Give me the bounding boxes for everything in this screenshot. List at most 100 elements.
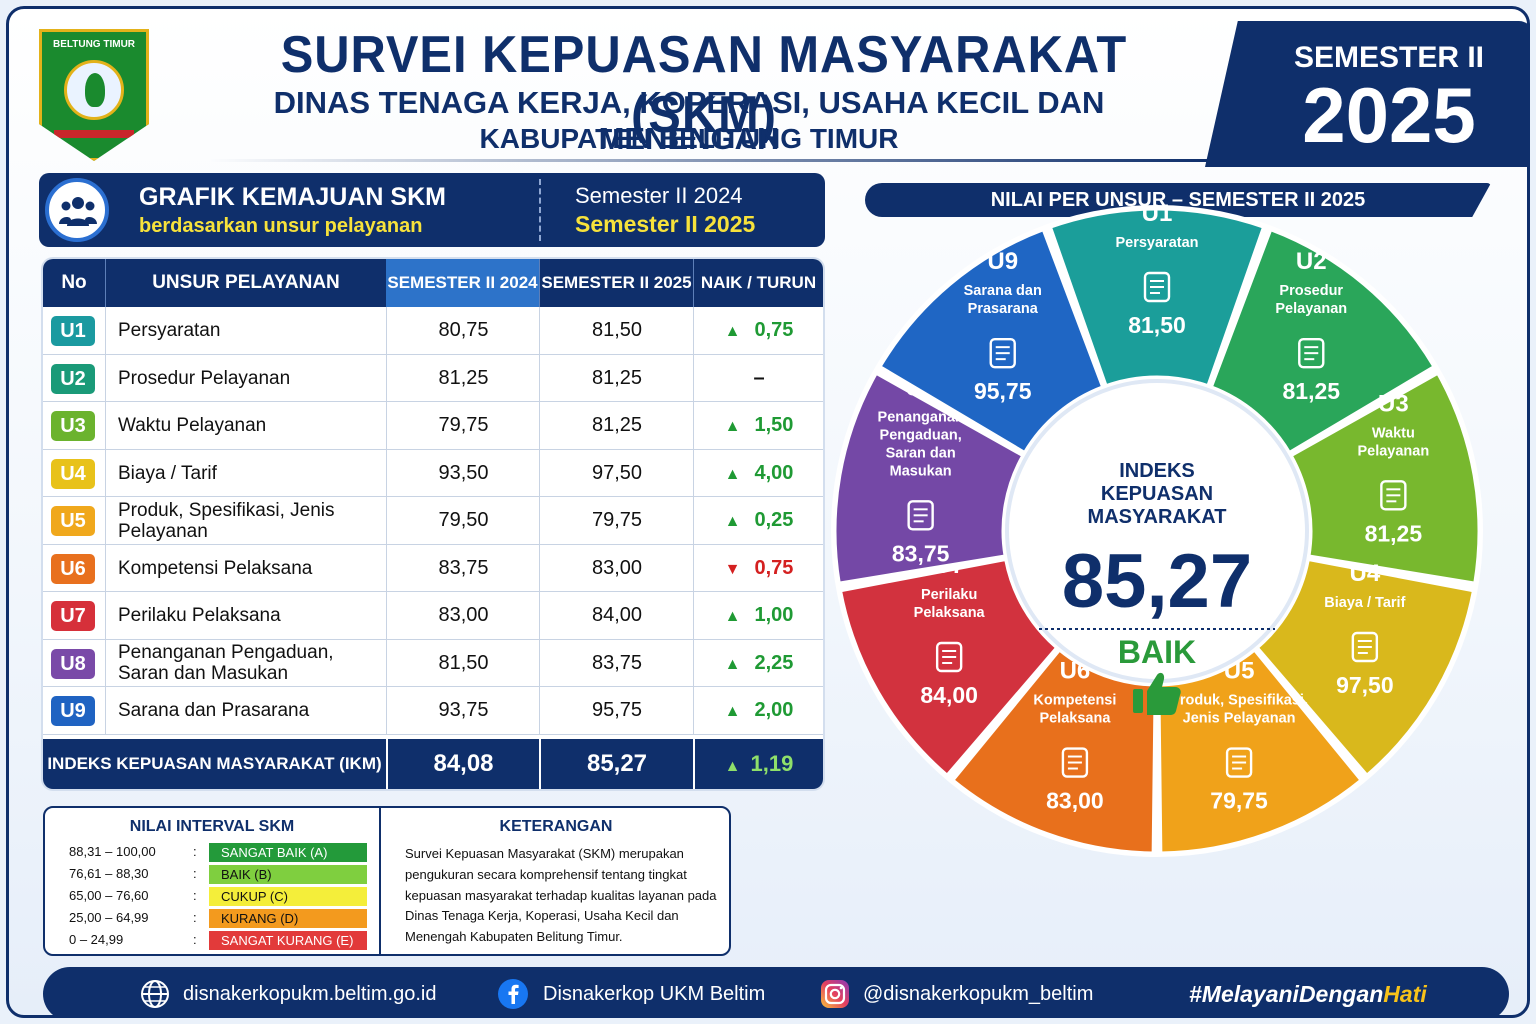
cell-2025: 97,50 [539, 449, 693, 497]
cell-change: ▲ 0,25 [693, 497, 823, 545]
segment-code: U9 [987, 248, 1018, 275]
interval-title: NILAI INTERVAL SKM [129, 818, 295, 835]
table-row: U4 Biaya / Tarif 93,50 97,50 ▲ 4,00 [43, 449, 823, 497]
table-row: U3 Waktu Pelayanan 79,75 81,25 ▲ 1,50 [43, 402, 823, 450]
cell-unsur: Perilaku Pelaksana [105, 592, 386, 640]
info-divider [379, 808, 381, 954]
semester-badge: SEMESTER II 2025 [1205, 21, 1527, 167]
change: – [694, 355, 823, 403]
up-arrow-icon: ▲ [724, 758, 741, 775]
ikm-change-value: 1,19 [750, 751, 794, 776]
segment-value: 81,50 [1128, 312, 1186, 338]
cell-change: ▼ 0,75 [693, 544, 823, 592]
interval-row: 25,00 – 64,99: KURANG (D) [69, 908, 369, 928]
cell-2024: 80,75 [386, 307, 539, 355]
semester-year: 2025 [1302, 71, 1476, 159]
cell-2024: 81,50 [386, 639, 539, 687]
table-footer-ikm: INDEKS KEPUASAN MASYARAKAT (IKM) 84,08 8… [43, 739, 823, 789]
change-value: 0,75 [754, 319, 794, 341]
header-no: No [61, 272, 87, 293]
segment-code: U2 [1296, 248, 1327, 275]
footer-instagram[interactable]: @disnakerkopukm_beltim [863, 983, 1094, 1005]
segment-labels-u3: U3 Waktu Pelayanan 81,25 [1357, 390, 1429, 546]
cell-2024: 79,50 [386, 497, 539, 545]
users-icon [45, 178, 109, 242]
value-2024: 83,75 [438, 556, 489, 579]
unsur-wheel: U1 Persyaratan 81,50 U2 Prosedur Pelayanan 81,… [831, 200, 1483, 857]
facebook-icon [498, 979, 528, 1009]
unsur-name: Kompetensi Pelaksana [118, 557, 313, 579]
header-change: NAIK / TURUN [693, 259, 823, 307]
up-arrow-icon: ▲ [724, 608, 741, 625]
table-row: U7 Perilaku Pelaksana 83,00 84,00 ▲ 1,00 [43, 592, 823, 640]
grafik-title: GRAFIK KEMAJUAN SKM [139, 183, 446, 211]
cell-change: ▲ 1,00 [693, 592, 823, 640]
keterangan-title: KETERANGAN [499, 818, 613, 835]
interval-colon: : [193, 844, 197, 859]
cell-unsur: Waktu Pelayanan [105, 402, 386, 450]
segment-code: U4 [1350, 560, 1381, 587]
building-icon [989, 337, 1016, 369]
regency-name: KABUPATEN BELITUNG TIMUR [479, 123, 899, 154]
segment-value: 83,75 [892, 540, 950, 566]
value-2024: 80,75 [438, 319, 489, 341]
value-2024: 79,50 [438, 509, 489, 531]
segment-labels-u4: U4 Biaya / Tarif 97,50 [1324, 560, 1405, 698]
wheel-segment-u1 [1048, 207, 1266, 388]
value-2025: 83,75 [591, 651, 643, 674]
segment-code: U1 [1142, 200, 1173, 227]
footer-website[interactable]: disnakerkopukm.beltim.go.id [183, 983, 437, 1005]
interval-grade: KURANG (D) [209, 909, 367, 928]
segment-label: Perilaku [921, 587, 977, 603]
value-2025: 97,50 [591, 461, 643, 484]
cell-2024: 93,50 [386, 449, 539, 497]
segment-label: Prosedur [1279, 283, 1343, 299]
value-2025: 81,25 [591, 366, 643, 389]
segment-value: 84,00 [920, 682, 978, 708]
interval-grade: SANGAT KURANG (E) [209, 931, 367, 950]
page-title: SURVEI KEPUASAN MASYARAKAT (SKM) [280, 26, 1128, 144]
segment-label: Pelaksana [1039, 711, 1111, 727]
unsur-code-badge: U9 [51, 696, 95, 726]
unsur-name: Waktu Pelayanan [118, 415, 267, 437]
table-row: U9 Sarana dan Prasarana 93,75 95,75 ▲ 2,00 [43, 687, 823, 735]
cell-unsur: Kompetensi Pelaksana [105, 544, 386, 592]
keterangan-text: Survei Kepuasan Masyarakat (SKM) merupak… [405, 846, 717, 945]
table-row: U8 Penanganan Pengaduan, Saran dan Masuka… [43, 639, 823, 687]
interval-row: 65,00 – 76,60: CUKUP (C) [69, 886, 369, 906]
value-2025: 81,50 [591, 319, 643, 341]
grafik-semester-curr: Semester II 2025 [575, 211, 756, 237]
segment-label: Produk, Spesifikasi, [1170, 693, 1308, 709]
interval-colon: : [193, 888, 197, 903]
segment-label: Pelayanan [1357, 443, 1429, 459]
cell-unsur: Sarana dan Prasarana [105, 687, 386, 735]
unsur-name: Biaya / Tarif [118, 462, 217, 484]
grafik-semester-prev: Semester II 2024 [575, 183, 743, 208]
cell-2025: 95,75 [539, 687, 693, 735]
cell-2024: 93,75 [386, 687, 539, 735]
segment-labels-u9: U9 Sarana dan Prasarana 95,75 [964, 248, 1042, 404]
agency-name: DINAS TENAGA KERJA, KOPERASI, USAHA KECI… [273, 85, 1105, 156]
footer-facebook[interactable]: Disnakerkop UKM Beltim [543, 983, 766, 1005]
ikm-change: ▲ 1,19 [693, 739, 823, 789]
semester-label: SEMESTER II [1293, 41, 1485, 74]
segment-value: 81,25 [1365, 520, 1423, 546]
cell-2025: 83,00 [539, 544, 693, 592]
wheel-segment-u7 [838, 557, 1059, 778]
unsur-code-badge: U1 [51, 316, 95, 346]
cell-2025: 81,25 [539, 354, 693, 402]
up-arrow-icon: ▲ [724, 418, 741, 435]
thumbs-up-icon [1133, 672, 1181, 715]
table-row: U6 Kompetensi Pelaksana 83,75 83,00 ▼ 0,75 [43, 544, 823, 592]
segment-label: Prasarana [968, 301, 1039, 317]
segment-label: Pelayanan [1275, 301, 1347, 317]
center-title: KEPUASAN [1101, 483, 1213, 505]
interval-colon: : [193, 932, 197, 947]
up-arrow-icon: ▲ [724, 465, 741, 483]
logo-text: BELTUNG TIMUR [52, 39, 136, 50]
unsur-name: Persyaratan [118, 320, 221, 342]
value-2024: 83,00 [438, 604, 489, 626]
person-gear-icon [1061, 747, 1089, 778]
